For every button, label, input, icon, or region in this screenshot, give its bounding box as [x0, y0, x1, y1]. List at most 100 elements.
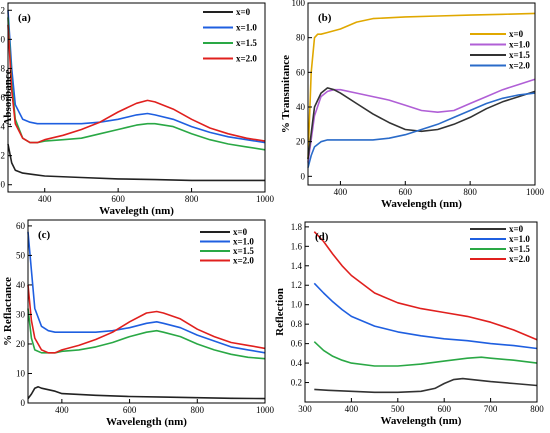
legend-label-b-3: x=2.0: [509, 61, 530, 71]
y-tick-label-d-5: 1.2: [291, 280, 302, 290]
legend-d: x=0x=1.0x=1.5x=2.0: [470, 224, 530, 264]
x-tick-label-c-2: 800: [191, 405, 205, 415]
x-tick-label-d-1: 400: [345, 404, 359, 414]
legend-label-b-0: x=0: [509, 29, 524, 39]
y-tick-label-b-4: 80: [296, 33, 306, 43]
y-tick-label-a-1: 0.2: [0, 151, 5, 161]
legend-label-c-3: x=2.0: [233, 256, 254, 266]
series-line-a-2: [7, 17, 266, 151]
y-tick-label-b-5: 100: [292, 0, 306, 8]
y-tick-label-a-0: 0.0: [0, 180, 6, 190]
legend-a: x=0 x=1.0 x=1.5 x=2.0: [203, 7, 257, 64]
legend-label-d-0: x=0: [509, 224, 524, 234]
x-tick-label-d-5: 800: [530, 404, 544, 414]
x-tick-label-c-0: 400: [55, 405, 69, 415]
y-tick-label-c-2: 20: [16, 339, 26, 349]
y-tick-label-b-1: 20: [296, 137, 306, 147]
y-tick-label-d-3: 0.8: [291, 319, 303, 329]
y-tick-label-a-6: 1.2: [0, 5, 5, 15]
y-tick-label-c-5: 50: [16, 250, 26, 260]
series-line-a-1: [7, 10, 266, 144]
y-tick-label-a-5: 1.0: [0, 34, 6, 44]
panel-a: 400 600 800 1000 0.0 0.2 0.4 0.6 0.8 1.0 1.2 Wavele…: [0, 2, 275, 217]
legend-label-b-2: x=1.5: [509, 50, 530, 60]
x-tick-label-b-0: 400: [334, 187, 348, 197]
legend-label-d-1: x=1.0: [509, 234, 530, 244]
series-line-c-0: [27, 386, 266, 400]
y-tick-label-d-2: 0.6: [291, 339, 303, 349]
x-tick-label-b-1: 600: [399, 187, 413, 197]
series-line-c-1: [27, 231, 266, 354]
y-tick-label-d-8: 1.8: [291, 222, 303, 232]
y-tick-label-b-3: 60: [296, 67, 306, 77]
y-tick-label-c-6: 60: [16, 221, 26, 231]
x-axis-title-d: Wavelength (nm): [381, 415, 462, 427]
panel-label-a: (a): [18, 12, 31, 24]
x-tick-label-d-2: 500: [391, 404, 405, 414]
series-line-d-2: [313, 341, 538, 367]
y-tick-label-d-6: 1.4: [291, 261, 303, 271]
y-tick-label-d-7: 1.6: [291, 241, 303, 251]
series-line-a-0: [7, 143, 265, 182]
panel-label-c: (c): [38, 229, 51, 241]
legend-label-c-0: x=0: [233, 227, 248, 237]
legend-b: x=0x=1.0x=1.5x=2.0: [470, 29, 530, 71]
plot-frame-b: [307, 2, 536, 186]
y-tick-label-a-2: 0.4: [0, 122, 6, 132]
x-axis-title-b: Wavelength (nm): [381, 198, 462, 210]
y-axis-title-d: Reflection: [274, 288, 286, 336]
panel-c: 400 600 800 1000 0 10 20 30 40 50 60 Wavelength (nm…: [2, 219, 275, 428]
y-axis-title-a: Absorbance: [2, 69, 14, 125]
y-tick-label-c-0: 0: [21, 398, 26, 408]
y-tick-label-a-4: 0.8: [0, 63, 6, 73]
y-tick-label-c-1: 10: [16, 368, 26, 378]
panel-label-d: (d): [315, 231, 329, 243]
legend-c: x=0x=1.0x=1.5x=2.0: [200, 227, 254, 266]
series-line-b-2: [307, 87, 536, 160]
panel-b: 400 600 800 1000 0 20 40 60 80 100 Wavelength (nm)…: [280, 0, 545, 210]
x-tick-label-a-1: 600: [111, 194, 125, 204]
x-tick-label-a-2: 800: [185, 194, 199, 204]
series-line-a-3: [7, 24, 266, 144]
legend-label-a-3: x=2.0: [236, 54, 257, 64]
series-line-c-2: [27, 308, 266, 360]
x-tick-label-d-4: 700: [484, 404, 498, 414]
x-tick-label-b-3: 1000: [526, 187, 545, 197]
legend-label-d-2: x=1.5: [509, 244, 530, 254]
series-line-d-3: [313, 231, 538, 341]
series-line-b-3: [307, 92, 536, 168]
panel-d: 300 400 500 600 700 800 0.2 0.4 0.6 0.8 1.0 1.2 1.4 1…: [274, 221, 544, 427]
x-tick-label-b-2: 800: [463, 187, 477, 197]
y-tick-label-c-3: 30: [16, 309, 26, 319]
legend-label-c-2: x=1.5: [233, 246, 254, 256]
y-axis-title-b: % Transmitance: [280, 55, 292, 133]
x-tick-label-d-3: 600: [437, 404, 451, 414]
y-tick-label-b-0: 0: [301, 171, 306, 181]
series-line-c-3: [27, 284, 266, 354]
series-line-d-1: [313, 282, 538, 350]
panel-label-b: (b): [318, 12, 332, 24]
plot-frame-d: [304, 221, 538, 403]
legend-label-b-1: x=1.0: [509, 40, 530, 50]
series-line-b-1: [307, 78, 536, 163]
y-axis-title-c: % Reflactance: [2, 277, 14, 346]
x-tick-label-d-0: 300: [298, 404, 312, 414]
plot-frame-a: [7, 2, 266, 193]
legend-label-a-0: x=0: [236, 7, 251, 17]
y-tick-label-d-4: 1.0: [291, 300, 303, 310]
y-tick-label-c-4: 40: [16, 280, 26, 290]
y-tick-label-d-0: 0.2: [291, 378, 302, 388]
x-tick-label-a-0: 400: [38, 194, 52, 204]
x-axis-title-a: Wavelegth (nm): [99, 205, 174, 217]
legend-label-a-2: x=1.5: [236, 38, 257, 48]
x-tick-label-a-3: 1000: [256, 194, 275, 204]
x-tick-label-c-3: 1000: [256, 405, 275, 415]
x-axis-title-c: Wavelength (nm): [106, 416, 187, 428]
legend-label-a-1: x=1.0: [236, 23, 257, 33]
series-line-b-0: [307, 12, 536, 160]
y-tick-label-b-2: 40: [296, 102, 306, 112]
legend-label-d-3: x=2.0: [509, 254, 530, 264]
x-tick-label-c-1: 600: [123, 405, 137, 415]
series-line-d-0: [314, 377, 538, 394]
